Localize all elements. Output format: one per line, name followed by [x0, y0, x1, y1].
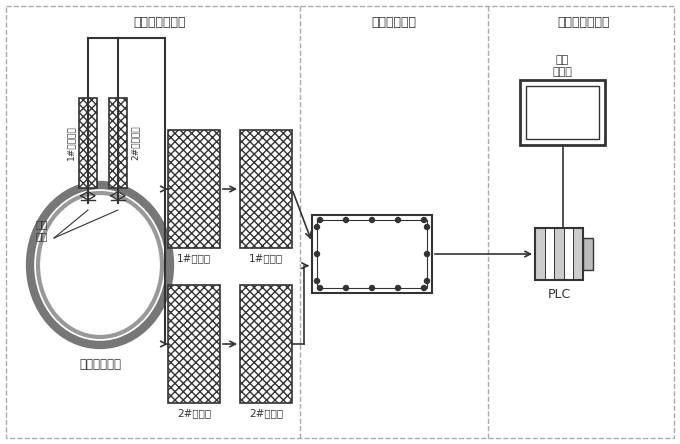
- Bar: [573, 228, 583, 280]
- Bar: [168, 285, 220, 403]
- Bar: [109, 98, 127, 188]
- Text: 2#前置处理: 2#前置处理: [131, 126, 140, 160]
- Circle shape: [396, 285, 401, 290]
- Bar: [583, 238, 593, 270]
- Bar: [526, 86, 599, 139]
- Text: 炉顶煤气主管: 炉顶煤气主管: [79, 358, 121, 372]
- Circle shape: [314, 225, 320, 230]
- Text: 计算机控制系统: 计算机控制系统: [558, 16, 610, 28]
- Text: 1#精处理: 1#精处理: [249, 253, 283, 263]
- Circle shape: [422, 285, 426, 290]
- Circle shape: [318, 285, 322, 290]
- Bar: [312, 215, 432, 293]
- Bar: [520, 80, 605, 145]
- Circle shape: [318, 218, 322, 222]
- Text: PLC: PLC: [547, 288, 571, 301]
- Text: 1#预处理: 1#预处理: [177, 253, 211, 263]
- Text: 2#预处理: 2#预处理: [177, 408, 211, 418]
- Circle shape: [343, 285, 348, 290]
- Bar: [535, 228, 583, 280]
- Bar: [545, 228, 554, 280]
- Circle shape: [424, 278, 430, 284]
- Text: 样气预处理系统: 样气预处理系统: [134, 16, 186, 28]
- Circle shape: [343, 218, 348, 222]
- Circle shape: [314, 278, 320, 284]
- Circle shape: [424, 225, 430, 230]
- Circle shape: [422, 218, 426, 222]
- Bar: [564, 228, 573, 280]
- Bar: [168, 130, 220, 248]
- Bar: [554, 228, 564, 280]
- Text: 2#精处理: 2#精处理: [249, 408, 283, 418]
- Text: 采样
探头: 采样 探头: [36, 219, 48, 241]
- Circle shape: [314, 251, 320, 257]
- Bar: [240, 130, 292, 248]
- Text: 工业
计算机: 工业 计算机: [553, 55, 573, 77]
- Text: 1#前置处理: 1#前置处理: [66, 126, 75, 160]
- Circle shape: [369, 285, 375, 290]
- Bar: [317, 220, 427, 288]
- Circle shape: [396, 218, 401, 222]
- Bar: [240, 285, 292, 403]
- Circle shape: [424, 251, 430, 257]
- Bar: [535, 228, 545, 280]
- Text: 气体分析系统: 气体分析系统: [371, 16, 416, 28]
- Circle shape: [369, 218, 375, 222]
- Bar: [79, 98, 97, 188]
